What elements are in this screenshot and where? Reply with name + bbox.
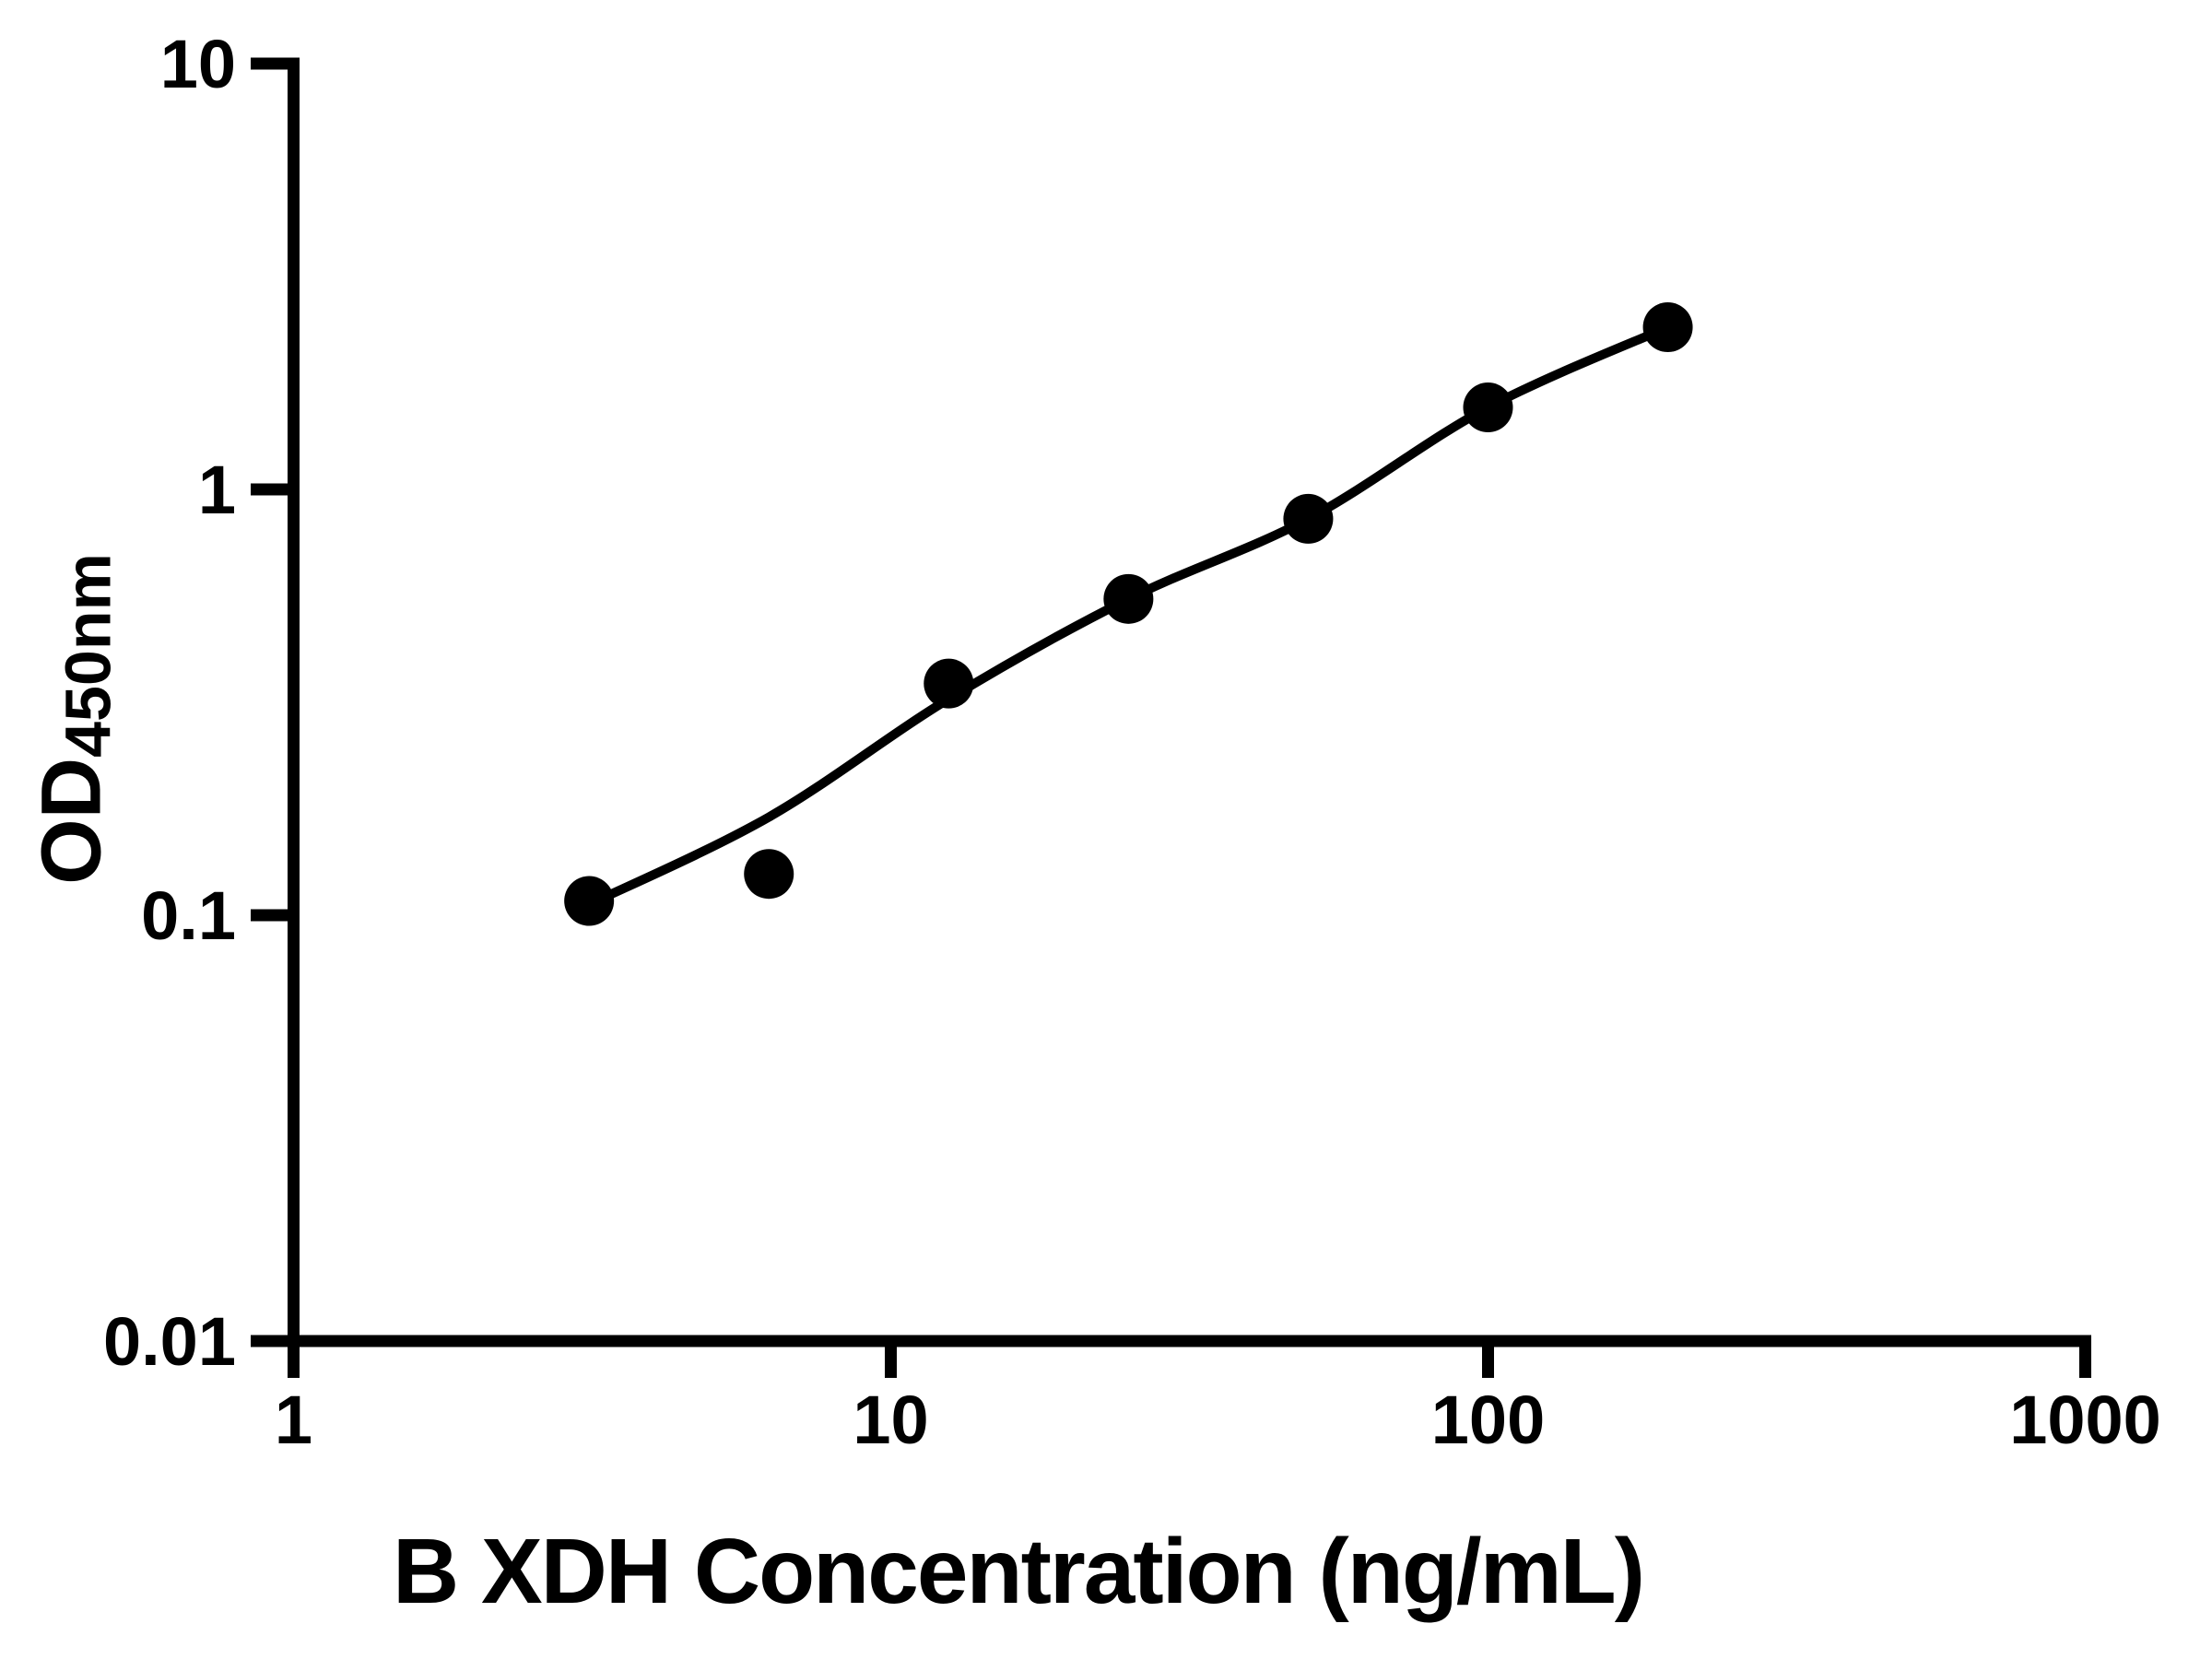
data-point <box>924 658 974 709</box>
data-point <box>1103 573 1154 624</box>
x-tick-label: 1 <box>275 1382 312 1458</box>
x-tick-label: 1000 <box>2009 1382 2161 1458</box>
y-tick-label: 0.01 <box>103 1303 236 1380</box>
data-point <box>564 876 615 926</box>
data-point <box>1463 382 1513 433</box>
data-point <box>1642 302 1693 353</box>
y-tick-label: 0.1 <box>141 877 236 954</box>
x-tick-label: 100 <box>1431 1382 1545 1458</box>
x-tick-label: 10 <box>853 1382 928 1458</box>
y-tick-label: 1 <box>198 452 236 528</box>
y-tick-label: 10 <box>160 26 236 102</box>
y-axis-title-main: OD <box>24 757 119 885</box>
y-axis-title-subscript: 450nm <box>52 553 124 758</box>
y-axis-title: OD450nm <box>24 553 124 885</box>
data-point <box>1283 493 1334 544</box>
x-axis-title: B XDH Concentration (ng/mL) <box>392 1520 1645 1623</box>
data-point <box>744 849 794 900</box>
